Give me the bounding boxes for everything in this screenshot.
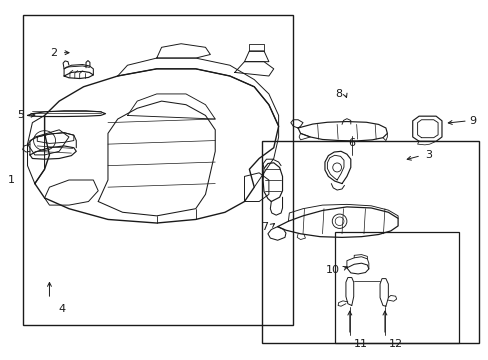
Text: 5: 5	[17, 111, 24, 121]
Bar	[334, 232, 458, 343]
Text: 1: 1	[8, 175, 15, 185]
Text: 10: 10	[325, 265, 339, 275]
Text: 4: 4	[58, 304, 65, 314]
Bar	[22, 15, 293, 325]
Text: 3: 3	[424, 150, 431, 160]
Text: 8: 8	[334, 89, 341, 99]
Bar	[261, 140, 478, 343]
Text: 12: 12	[388, 338, 402, 348]
Text: 9: 9	[468, 116, 475, 126]
Text: 2: 2	[50, 48, 57, 58]
Text: 11: 11	[353, 338, 367, 348]
Text: 7: 7	[260, 222, 267, 232]
Text: 6: 6	[347, 138, 355, 148]
